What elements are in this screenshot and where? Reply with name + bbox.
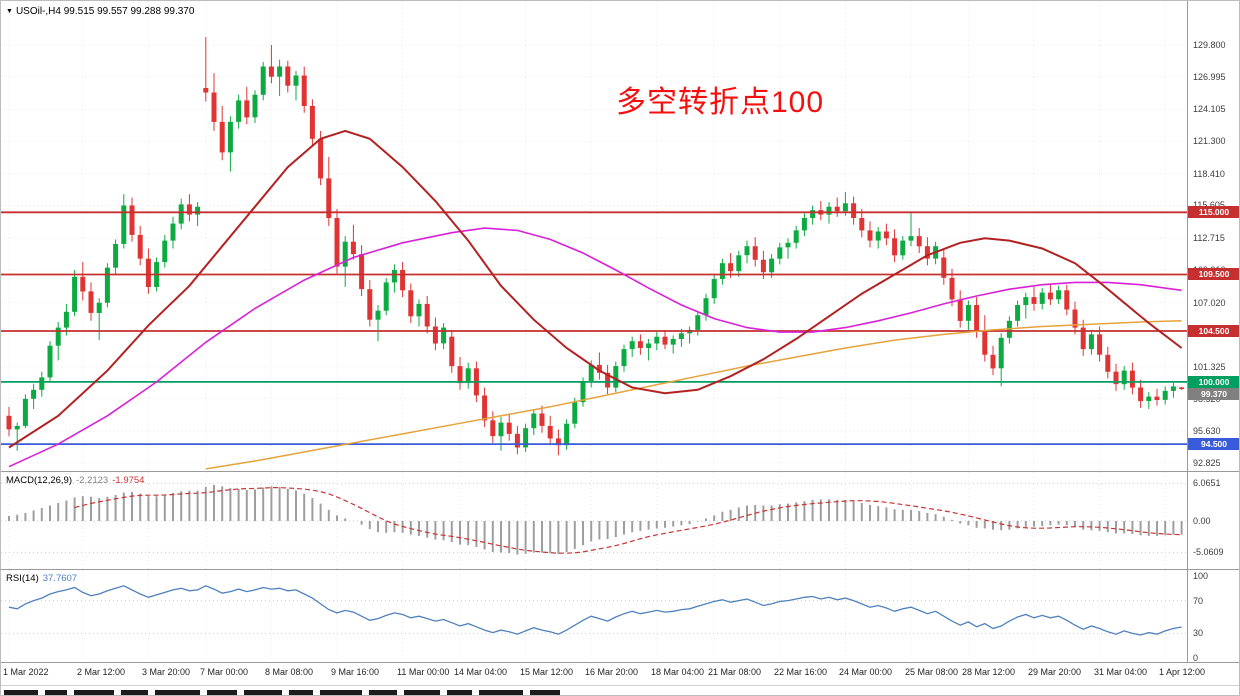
price-axis-label: 92.825 xyxy=(1193,458,1221,468)
clipped-text-fragment xyxy=(404,690,440,695)
macd-axis-label: 0.00 xyxy=(1193,516,1211,526)
symbol-info-bar: ▼ USOil-,H4 99.515 99.557 99.288 99.370 xyxy=(6,6,194,17)
time-axis-label: 31 Mar 04:00 xyxy=(1094,667,1148,677)
macd-axis-label: 6.0651 xyxy=(1193,478,1221,488)
price-level-tag[interactable]: 104.500 xyxy=(1188,325,1239,337)
time-axis-label: 1 Apr 12:00 xyxy=(1159,667,1206,677)
macd-histogram xyxy=(8,485,1183,555)
chart-text-annotation: 多空转折点100 xyxy=(616,86,825,119)
price-level-tag[interactable]: 100.000 xyxy=(1188,376,1239,388)
clipped-text-fragment xyxy=(121,690,148,695)
rsi-axis-label: 100 xyxy=(1193,571,1209,581)
price-chart-canvas[interactable] xyxy=(1,1,1187,471)
price-level-tag[interactable]: 115.000 xyxy=(1188,206,1239,218)
time-axis-label: 1 Mar 2022 xyxy=(3,667,49,677)
candles xyxy=(6,37,1185,456)
time-axis-label: 21 Mar 08:00 xyxy=(708,667,762,677)
clipped-text-fragment xyxy=(207,690,237,695)
clipped-text-fragment xyxy=(369,690,397,695)
rsi-axis-label: 0 xyxy=(1193,653,1199,663)
time-axis-label: 15 Mar 12:00 xyxy=(520,667,574,677)
grid-lines xyxy=(1,1,1187,471)
price-axis-divider xyxy=(1187,1,1188,662)
price-axis-label: 124.105 xyxy=(1193,104,1226,114)
price-axis[interactable]: 129.800 126.995 124.105 121.300 118.410 115.6… xyxy=(1187,1,1239,663)
macd-main-value: -2.2123 xyxy=(76,475,109,486)
macd-name: MACD(12,26,9) xyxy=(6,475,72,486)
macd-grid xyxy=(1,472,1187,569)
clipped-text-fragment xyxy=(479,690,523,695)
time-axis-label: 2 Mar 12:00 xyxy=(77,667,126,677)
symbol-title: USOil-,H4 xyxy=(15,6,61,17)
clipped-text-fragment xyxy=(4,690,38,695)
rsi-indicator-label: RSI(14) 37.7607 xyxy=(6,573,77,584)
time-axis-label: 7 Mar 00:00 xyxy=(200,667,249,677)
macd-signal-line xyxy=(74,487,1182,554)
ma-orange-line xyxy=(205,320,1182,470)
clipped-text-fragment xyxy=(447,690,472,695)
price-level-tag[interactable]: 109.500 xyxy=(1188,268,1239,280)
price-axis-label: 121.300 xyxy=(1193,136,1226,146)
price-axis-label: 101.325 xyxy=(1193,362,1226,372)
time-axis-label: 24 Mar 00:00 xyxy=(839,667,893,677)
macd-indicator-label: MACD(12,26,9) -2.2123 -1.9754 xyxy=(6,475,144,486)
panel-separator[interactable] xyxy=(1,569,1239,570)
ma-magenta-line xyxy=(8,227,1182,468)
price-axis-label: 129.800 xyxy=(1193,40,1226,50)
price-axis-label: 126.995 xyxy=(1193,72,1226,82)
macd-canvas[interactable] xyxy=(1,472,1187,569)
rsi-grid xyxy=(1,570,1187,662)
time-axis[interactable]: 1 Mar 2022 2 Mar 12:00 3 Mar 20:00 7 Mar 00… xyxy=(1,662,1239,685)
rsi-axis-label: 70 xyxy=(1193,596,1204,606)
price-axis-label: 118.410 xyxy=(1193,169,1225,179)
clipped-text-fragment xyxy=(155,690,200,695)
price-level-tag[interactable]: 94.500 xyxy=(1188,438,1239,450)
price-axis-label: 107.020 xyxy=(1193,298,1226,308)
time-axis-label: 28 Mar 12:00 xyxy=(962,667,1016,677)
clipped-text-strip xyxy=(1,685,1239,695)
rsi-name: RSI(14) xyxy=(6,573,39,584)
symbol-dropdown-icon[interactable]: ▼ xyxy=(6,8,13,15)
price-axis-label: 95.630 xyxy=(1193,426,1221,436)
rsi-value: 37.7607 xyxy=(42,573,78,584)
rsi-canvas[interactable] xyxy=(1,570,1187,662)
time-axis-label: 9 Mar 16:00 xyxy=(331,667,380,677)
time-axis-label: 14 Mar 04:00 xyxy=(454,667,508,677)
ma-red-line xyxy=(8,129,1183,449)
price-level-tag[interactable]: 99.370 xyxy=(1188,388,1239,400)
price-axis-label: 112.715 xyxy=(1193,233,1225,243)
time-axis-label: 11 Mar 00:00 xyxy=(397,667,450,677)
time-axis-label: 16 Mar 20:00 xyxy=(585,667,639,677)
time-axis-label: 8 Mar 08:00 xyxy=(265,667,314,677)
time-axis-label: 25 Mar 08:00 xyxy=(905,667,959,677)
macd-axis-label: -5.0609 xyxy=(1193,547,1224,557)
time-axis-label: 18 Mar 04:00 xyxy=(651,667,705,677)
panel-separator[interactable] xyxy=(1,471,1239,472)
time-axis-label: 22 Mar 16:00 xyxy=(774,667,828,677)
clipped-text-fragment xyxy=(320,690,362,695)
clipped-text-fragment xyxy=(530,690,560,695)
time-axis-label: 29 Mar 20:00 xyxy=(1028,667,1082,677)
clipped-text-fragment xyxy=(289,690,313,695)
clipped-text-fragment xyxy=(74,690,114,695)
symbol-ohlc-values: 99.515 99.557 99.288 99.370 xyxy=(63,6,195,17)
clipped-text-fragment xyxy=(244,690,282,695)
clipped-text-fragment xyxy=(45,690,67,695)
rsi-line xyxy=(8,585,1182,636)
rsi-axis-label: 30 xyxy=(1193,628,1204,638)
time-axis-label: 3 Mar 20:00 xyxy=(142,667,191,677)
macd-signal-value: -1.9754 xyxy=(112,475,145,486)
price-axis-label: 115.605 xyxy=(1193,200,1225,210)
